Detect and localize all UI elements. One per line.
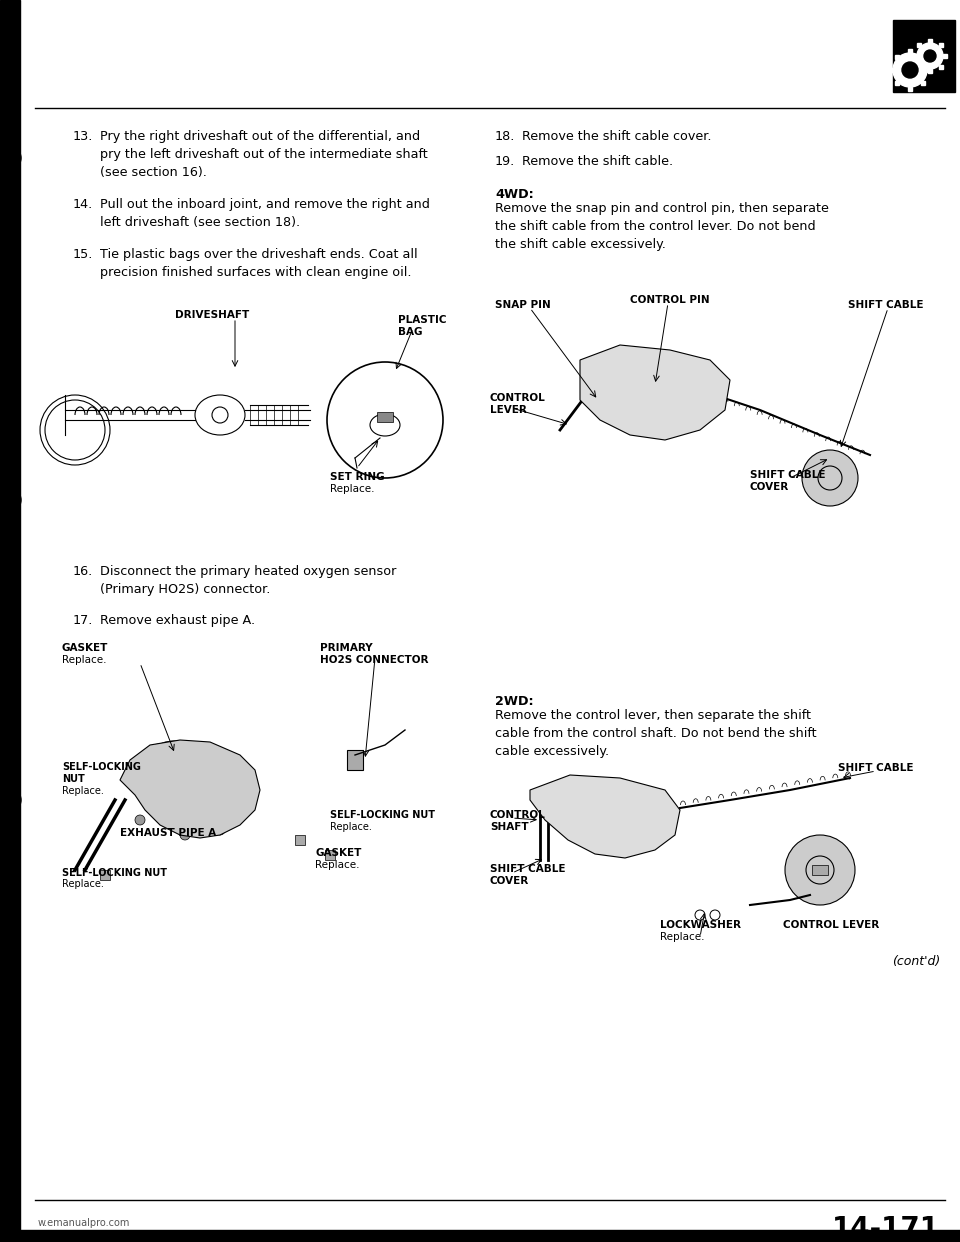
Bar bbox=[922, 82, 925, 86]
Bar bbox=[0, 0, 20, 1242]
Bar bbox=[918, 65, 922, 68]
Text: CONTROL LEVER: CONTROL LEVER bbox=[783, 920, 879, 930]
Circle shape bbox=[593, 400, 603, 410]
Text: CONTROL
LEVER: CONTROL LEVER bbox=[490, 392, 545, 415]
Text: SELF-LOCKING NUT: SELF-LOCKING NUT bbox=[330, 810, 435, 820]
Polygon shape bbox=[580, 345, 730, 440]
Text: 14-171: 14-171 bbox=[832, 1215, 940, 1242]
Text: carmanualsonline.info: carmanualsonline.info bbox=[824, 1235, 940, 1242]
Circle shape bbox=[0, 147, 21, 169]
Circle shape bbox=[0, 789, 21, 811]
Text: Pry the right driveshaft out of the differential, and
pry the left driveshaft ou: Pry the right driveshaft out of the diff… bbox=[100, 130, 428, 179]
Bar bbox=[928, 39, 932, 43]
Bar bbox=[928, 70, 932, 73]
Bar bbox=[939, 43, 943, 47]
Text: SHIFT CABLE
COVER: SHIFT CABLE COVER bbox=[490, 864, 565, 886]
Text: SELF-LOCKING
NUT: SELF-LOCKING NUT bbox=[62, 763, 141, 784]
Text: Pull out the inboard joint, and remove the right and
left driveshaft (see sectio: Pull out the inboard joint, and remove t… bbox=[100, 197, 430, 229]
Circle shape bbox=[785, 835, 855, 905]
Text: Replace.: Replace. bbox=[315, 859, 359, 869]
Text: 16.: 16. bbox=[73, 565, 93, 578]
Text: GASKET: GASKET bbox=[62, 643, 108, 653]
Circle shape bbox=[189, 744, 197, 751]
Polygon shape bbox=[530, 775, 680, 858]
Text: SHIFT CABLE: SHIFT CABLE bbox=[838, 763, 914, 773]
Text: PRIMARY
HO2S CONNECTOR: PRIMARY HO2S CONNECTOR bbox=[320, 643, 428, 664]
Text: 18.: 18. bbox=[495, 130, 516, 143]
Circle shape bbox=[802, 450, 858, 505]
Text: Replace.: Replace. bbox=[330, 822, 372, 832]
Bar bbox=[895, 55, 899, 58]
Bar bbox=[943, 53, 947, 58]
Text: Disconnect the primary heated oxygen sensor
(Primary HO2S) connector.: Disconnect the primary heated oxygen sen… bbox=[100, 565, 396, 596]
Text: Remove the shift cable cover.: Remove the shift cable cover. bbox=[522, 130, 711, 143]
Text: DRIVESHAFT: DRIVESHAFT bbox=[175, 310, 250, 320]
Text: Replace.: Replace. bbox=[330, 484, 374, 494]
Text: SHIFT CABLE: SHIFT CABLE bbox=[848, 301, 924, 310]
Text: Replace.: Replace. bbox=[62, 879, 104, 889]
Bar bbox=[889, 68, 893, 72]
Circle shape bbox=[893, 53, 927, 87]
Bar bbox=[922, 55, 925, 58]
Text: GASKET: GASKET bbox=[315, 848, 361, 858]
Text: 14.: 14. bbox=[73, 197, 93, 211]
Circle shape bbox=[135, 815, 145, 825]
Text: 4WD:: 4WD: bbox=[495, 188, 534, 201]
Text: 15.: 15. bbox=[73, 248, 93, 261]
Circle shape bbox=[154, 744, 162, 751]
Text: 19.: 19. bbox=[495, 155, 516, 168]
Text: CONTROL PIN: CONTROL PIN bbox=[630, 296, 709, 306]
Circle shape bbox=[180, 830, 190, 840]
Text: 17.: 17. bbox=[73, 614, 93, 627]
Circle shape bbox=[0, 489, 21, 510]
Bar bbox=[0, 1230, 960, 1242]
Bar bbox=[812, 864, 828, 876]
Bar bbox=[927, 68, 931, 72]
Text: Remove the shift cable.: Remove the shift cable. bbox=[522, 155, 673, 168]
Text: 13.: 13. bbox=[73, 130, 93, 143]
Text: 2WD:: 2WD: bbox=[495, 696, 534, 708]
Bar bbox=[939, 65, 943, 68]
Text: LOCKWASHER: LOCKWASHER bbox=[660, 920, 741, 930]
Text: w.emanualpro.com: w.emanualpro.com bbox=[38, 1218, 131, 1228]
Text: Remove exhaust pipe A.: Remove exhaust pipe A. bbox=[100, 614, 255, 627]
Text: Remove the control lever, then separate the shift
cable from the control shaft. : Remove the control lever, then separate … bbox=[495, 709, 817, 758]
Bar bbox=[908, 48, 912, 53]
Text: (cont'd): (cont'd) bbox=[892, 955, 940, 968]
Text: Replace.: Replace. bbox=[62, 786, 104, 796]
Text: SHIFT CABLE
COVER: SHIFT CABLE COVER bbox=[750, 469, 826, 492]
Circle shape bbox=[215, 825, 225, 835]
Text: Replace.: Replace. bbox=[62, 655, 107, 664]
Text: SNAP PIN: SNAP PIN bbox=[495, 301, 551, 310]
Bar bbox=[895, 82, 899, 86]
Bar bbox=[918, 43, 922, 47]
Text: SET RING: SET RING bbox=[330, 472, 385, 482]
Bar bbox=[913, 53, 917, 58]
Circle shape bbox=[902, 62, 918, 78]
Text: CONTROL
SHAFT: CONTROL SHAFT bbox=[490, 810, 545, 832]
Circle shape bbox=[917, 43, 943, 70]
Bar bbox=[652, 383, 658, 397]
Text: Replace.: Replace. bbox=[660, 932, 705, 941]
Text: Remove the snap pin and control pin, then separate
the shift cable from the cont: Remove the snap pin and control pin, the… bbox=[495, 202, 828, 251]
Bar bbox=[325, 850, 335, 859]
Text: PLASTIC
BAG: PLASTIC BAG bbox=[398, 315, 446, 337]
Bar bbox=[377, 412, 393, 422]
Bar bbox=[347, 750, 363, 770]
Bar bbox=[100, 869, 110, 881]
Bar bbox=[295, 835, 305, 845]
Text: Tie plastic bags over the driveshaft ends. Coat all
precision finished surfaces : Tie plastic bags over the driveshaft end… bbox=[100, 248, 418, 279]
Circle shape bbox=[924, 50, 936, 62]
Bar bbox=[893, 20, 955, 92]
Polygon shape bbox=[120, 740, 260, 838]
Bar bbox=[908, 87, 912, 91]
Text: EXHAUST PIPE A: EXHAUST PIPE A bbox=[120, 828, 216, 838]
Text: SELF-LOCKING NUT: SELF-LOCKING NUT bbox=[62, 868, 167, 878]
